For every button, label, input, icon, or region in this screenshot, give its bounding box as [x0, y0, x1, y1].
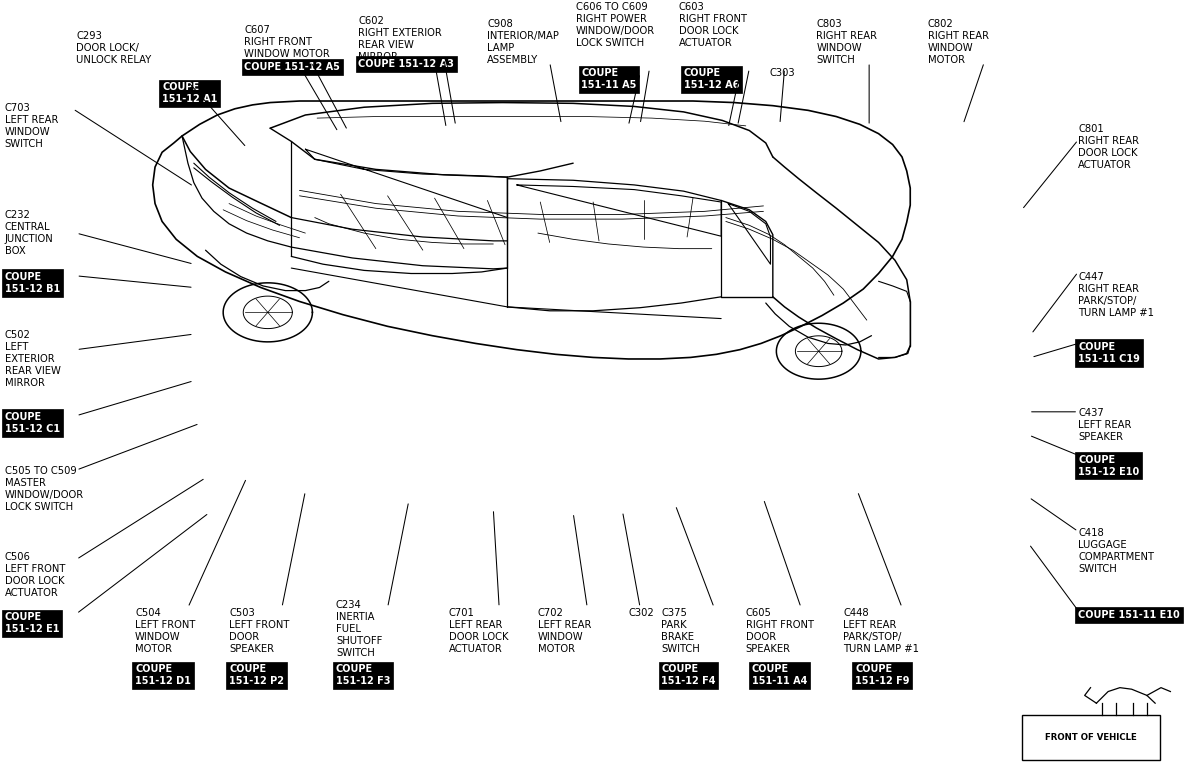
- Text: COUPE
151-11 A4: COUPE 151-11 A4: [751, 664, 808, 686]
- Text: C802
RIGHT REAR
WINDOW
MOTOR: C802 RIGHT REAR WINDOW MOTOR: [928, 19, 989, 65]
- Text: C293
DOOR LOCK/
UNLOCK RELAY: C293 DOOR LOCK/ UNLOCK RELAY: [77, 31, 151, 65]
- Text: COUPE
151-12 E1: COUPE 151-12 E1: [5, 612, 59, 634]
- Text: C303: C303: [769, 68, 794, 78]
- Text: C302: C302: [629, 608, 654, 618]
- Text: C506
LEFT FRONT
DOOR LOCK
ACTUATOR: C506 LEFT FRONT DOOR LOCK ACTUATOR: [5, 552, 65, 598]
- Text: C803
RIGHT REAR
WINDOW
SWITCH: C803 RIGHT REAR WINDOW SWITCH: [816, 19, 877, 65]
- Text: COUPE
151-12 F4: COUPE 151-12 F4: [661, 664, 715, 686]
- Text: COUPE
151-12 F9: COUPE 151-12 F9: [856, 664, 910, 686]
- Text: COUPE 151-12 A3: COUPE 151-12 A3: [359, 59, 454, 69]
- Text: C504
LEFT FRONT
WINDOW
MOTOR: C504 LEFT FRONT WINDOW MOTOR: [136, 608, 196, 653]
- Text: C607
RIGHT FRONT
WINDOW MOTOR: C607 RIGHT FRONT WINDOW MOTOR: [245, 25, 330, 59]
- Text: C418
LUGGAGE
COMPARTMENT
SWITCH: C418 LUGGAGE COMPARTMENT SWITCH: [1079, 528, 1154, 574]
- Text: COUPE
151-12 E10: COUPE 151-12 E10: [1079, 455, 1140, 476]
- Text: COUPE
151-12 D1: COUPE 151-12 D1: [136, 664, 191, 686]
- Text: C447
RIGHT REAR
PARK/STOP/
TURN LAMP #1: C447 RIGHT REAR PARK/STOP/ TURN LAMP #1: [1079, 272, 1154, 318]
- Text: C234
INERTIA
FUEL
SHUTOFF
SWITCH: C234 INERTIA FUEL SHUTOFF SWITCH: [336, 600, 383, 658]
- Text: COUPE 151-11 E10: COUPE 151-11 E10: [1079, 610, 1180, 620]
- Text: COUPE
151-12 P2: COUPE 151-12 P2: [229, 664, 284, 686]
- Text: COUPE
151-12 A1: COUPE 151-12 A1: [162, 82, 217, 104]
- Text: COUPE
151-11 A5: COUPE 151-11 A5: [581, 68, 637, 90]
- Text: COUPE
151-11 C19: COUPE 151-11 C19: [1079, 342, 1140, 364]
- Text: COUPE
151-12 A6: COUPE 151-12 A6: [684, 68, 739, 90]
- Text: COUPE 151-12 A5: COUPE 151-12 A5: [245, 62, 340, 72]
- Text: C502
LEFT
EXTERIOR
REAR VIEW
MIRROR: C502 LEFT EXTERIOR REAR VIEW MIRROR: [5, 330, 60, 388]
- Text: C701
LEFT REAR
DOOR LOCK
ACTUATOR: C701 LEFT REAR DOOR LOCK ACTUATOR: [449, 608, 508, 653]
- FancyBboxPatch shape: [1022, 715, 1160, 760]
- Text: C503
LEFT FRONT
DOOR
SPEAKER: C503 LEFT FRONT DOOR SPEAKER: [229, 608, 289, 653]
- Text: C606 TO C609
RIGHT POWER
WINDOW/DOOR
LOCK SWITCH: C606 TO C609 RIGHT POWER WINDOW/DOOR LOC…: [576, 2, 655, 47]
- Text: C602
RIGHT EXTERIOR
REAR VIEW
MIRROR: C602 RIGHT EXTERIOR REAR VIEW MIRROR: [359, 16, 442, 61]
- Text: C703
LEFT REAR
WINDOW
SWITCH: C703 LEFT REAR WINDOW SWITCH: [5, 103, 58, 148]
- Text: C908
INTERIOR/MAP
LAMP
ASSEMBLY: C908 INTERIOR/MAP LAMP ASSEMBLY: [487, 19, 559, 65]
- Text: C232
CENTRAL
JUNCTION
BOX: C232 CENTRAL JUNCTION BOX: [5, 210, 54, 256]
- Text: C702
LEFT REAR
WINDOW
MOTOR: C702 LEFT REAR WINDOW MOTOR: [538, 608, 592, 653]
- Text: C801
RIGHT REAR
DOOR LOCK
ACTUATOR: C801 RIGHT REAR DOOR LOCK ACTUATOR: [1079, 124, 1139, 170]
- Text: C437
LEFT REAR
SPEAKER: C437 LEFT REAR SPEAKER: [1079, 408, 1132, 442]
- Polygon shape: [152, 101, 911, 359]
- Text: COUPE
151-12 F3: COUPE 151-12 F3: [336, 664, 390, 686]
- Text: C375
PARK
BRAKE
SWITCH: C375 PARK BRAKE SWITCH: [661, 608, 700, 653]
- Text: C505 TO C509
MASTER
WINDOW/DOOR
LOCK SWITCH: C505 TO C509 MASTER WINDOW/DOOR LOCK SWI…: [5, 466, 84, 512]
- Text: COUPE
151-12 B1: COUPE 151-12 B1: [5, 272, 60, 294]
- Text: C605
RIGHT FRONT
DOOR
SPEAKER: C605 RIGHT FRONT DOOR SPEAKER: [746, 608, 814, 653]
- Text: FRONT OF VEHICLE: FRONT OF VEHICLE: [1045, 733, 1136, 742]
- Text: C603
RIGHT FRONT
DOOR LOCK
ACTUATOR: C603 RIGHT FRONT DOOR LOCK ACTUATOR: [679, 2, 746, 47]
- Text: C448
LEFT REAR
PARK/STOP/
TURN LAMP #1: C448 LEFT REAR PARK/STOP/ TURN LAMP #1: [844, 608, 919, 653]
- Text: COUPE
151-12 C1: COUPE 151-12 C1: [5, 412, 60, 434]
